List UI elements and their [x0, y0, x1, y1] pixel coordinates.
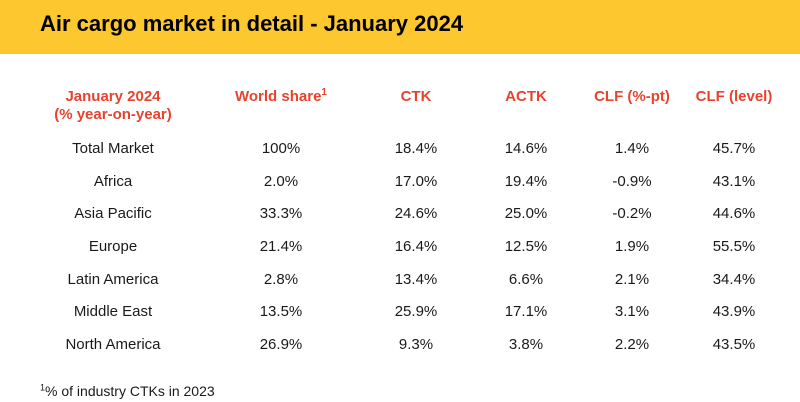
- footnote-sup: 1: [40, 382, 46, 393]
- table-row: Latin America 2.8% 13.4% 6.6% 2.1% 34.4%: [25, 263, 785, 296]
- cargo-table: January 2024 (% year-on-year) World shar…: [25, 88, 785, 361]
- cell-region: Middle East: [73, 303, 153, 321]
- cell-clf-pt: 2.1%: [614, 270, 650, 288]
- table-row: Europe 21.4% 16.4% 12.5% 1.9% 55.5%: [25, 230, 785, 263]
- cell-ctk: 18.4%: [394, 139, 438, 157]
- cell-clf-level: 43.1%: [712, 172, 756, 190]
- cell-region: Asia Pacific: [74, 205, 152, 223]
- cell-clf-pt: -0.2%: [612, 205, 652, 223]
- cell-region: Latin America: [67, 270, 159, 288]
- cell-world-share: 2.8%: [263, 270, 299, 288]
- cell-region: Africa: [93, 172, 133, 190]
- cell-clf-level: 44.6%: [712, 205, 756, 223]
- cell-clf-level: 43.9%: [712, 303, 756, 321]
- header-region-line2: (% year-on-year): [54, 106, 172, 123]
- cell-actk: 25.0%: [504, 205, 548, 223]
- cell-actk: 19.4%: [504, 172, 548, 190]
- header-clf-pt: CLF (%-pt): [594, 88, 670, 105]
- cell-region: North America: [65, 335, 161, 353]
- table-row: Africa 2.0% 17.0% 19.4% -0.9% 43.1%: [25, 165, 785, 198]
- table-row: Total Market 100% 18.4% 14.6% 1.4% 45.7%: [25, 132, 785, 165]
- header-ctk: CTK: [400, 88, 432, 105]
- header-world-share: World share1: [201, 88, 361, 132]
- cell-clf-pt: 1.9%: [614, 237, 650, 255]
- header-world-share-label: World share: [235, 88, 322, 105]
- cell-world-share: 33.3%: [259, 205, 303, 223]
- cell-ctk: 9.3%: [398, 335, 434, 353]
- header-actk: ACTK: [505, 88, 547, 105]
- header-clf-level: CLF (level): [695, 88, 773, 105]
- table-row: Middle East 13.5% 25.9% 17.1% 3.1% 43.9%: [25, 295, 785, 328]
- header-region-line1: January 2024: [65, 88, 161, 105]
- cell-actk: 14.6%: [504, 139, 548, 157]
- cell-world-share: 100%: [261, 139, 301, 157]
- cell-clf-pt: 1.4%: [614, 139, 650, 157]
- cell-clf-pt: -0.9%: [612, 172, 652, 190]
- cell-world-share: 21.4%: [259, 237, 303, 255]
- table-header-row: January 2024 (% year-on-year) World shar…: [25, 88, 785, 132]
- cell-clf-level: 43.5%: [712, 335, 756, 353]
- header-world-share-sup: 1: [321, 87, 327, 98]
- cell-world-share: 13.5%: [259, 303, 303, 321]
- cell-ctk: 24.6%: [394, 205, 438, 223]
- cell-ctk: 13.4%: [394, 270, 438, 288]
- cell-region: Europe: [88, 237, 138, 255]
- cell-clf-level: 45.7%: [712, 139, 756, 157]
- cell-actk: 12.5%: [504, 237, 548, 255]
- table-row: North America 26.9% 9.3% 3.8% 2.2% 43.5%: [25, 328, 785, 361]
- cell-world-share: 2.0%: [263, 172, 299, 190]
- title-banner: Air cargo market in detail - January 202…: [0, 0, 800, 54]
- cell-actk: 3.8%: [508, 335, 544, 353]
- cell-actk: 6.6%: [508, 270, 544, 288]
- table-row: Asia Pacific 33.3% 24.6% 25.0% -0.2% 44.6%: [25, 197, 785, 230]
- cell-region: Total Market: [72, 139, 154, 157]
- footnote-text: % of industry CTKs in 2023: [45, 383, 215, 399]
- cell-ctk: 16.4%: [394, 237, 438, 255]
- cell-ctk: 17.0%: [394, 172, 438, 190]
- header-region: January 2024 (% year-on-year): [25, 88, 201, 132]
- cell-clf-pt: 3.1%: [614, 303, 650, 321]
- cell-clf-level: 55.5%: [712, 237, 756, 255]
- cell-actk: 17.1%: [504, 303, 548, 321]
- footnote: 1% of industry CTKs in 2023: [40, 383, 215, 399]
- cell-world-share: 26.9%: [259, 335, 303, 353]
- cell-ctk: 25.9%: [394, 303, 438, 321]
- cell-clf-level: 34.4%: [712, 270, 756, 288]
- cell-clf-pt: 2.2%: [614, 335, 650, 353]
- page-title: Air cargo market in detail - January 202…: [40, 11, 464, 36]
